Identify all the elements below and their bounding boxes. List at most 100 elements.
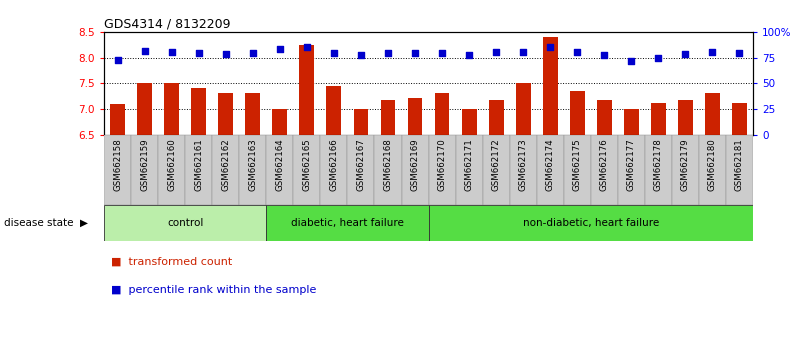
Point: [381, 51, 394, 56]
Text: GSM662160: GSM662160: [167, 138, 176, 191]
Text: GSM662172: GSM662172: [492, 138, 501, 191]
Text: GSM662174: GSM662174: [545, 138, 554, 191]
Text: GSM662168: GSM662168: [384, 138, 392, 191]
Bar: [732, 103, 747, 135]
Bar: [678, 99, 693, 135]
Bar: [429, 205, 753, 241]
Text: GSM662167: GSM662167: [356, 138, 365, 191]
Text: GSM662164: GSM662164: [276, 138, 284, 191]
Bar: [570, 91, 585, 135]
Point: [436, 51, 449, 56]
Bar: [597, 100, 612, 135]
Text: GSM662180: GSM662180: [708, 138, 717, 191]
Text: GSM662169: GSM662169: [411, 138, 420, 191]
Bar: [131, 135, 158, 205]
Bar: [164, 83, 179, 135]
Point: [598, 53, 610, 58]
Bar: [489, 99, 504, 135]
Bar: [185, 135, 212, 205]
Text: GSM662158: GSM662158: [113, 138, 122, 191]
Bar: [537, 135, 564, 205]
Bar: [408, 98, 422, 135]
Text: ■  transformed count: ■ transformed count: [111, 257, 231, 267]
Bar: [516, 83, 530, 135]
Bar: [482, 135, 509, 205]
Bar: [543, 37, 557, 135]
Point: [409, 51, 421, 56]
Point: [247, 51, 260, 56]
Text: disease state  ▶: disease state ▶: [4, 218, 88, 228]
Bar: [219, 93, 233, 135]
Bar: [401, 135, 429, 205]
Text: GSM662175: GSM662175: [573, 138, 582, 191]
Bar: [564, 135, 590, 205]
Bar: [380, 100, 396, 135]
Bar: [348, 135, 374, 205]
Point: [517, 50, 529, 55]
Bar: [461, 109, 477, 135]
Bar: [705, 93, 720, 135]
Bar: [353, 109, 368, 135]
Text: GSM662171: GSM662171: [465, 138, 473, 191]
Text: GSM662159: GSM662159: [140, 138, 149, 191]
Point: [625, 58, 638, 63]
Bar: [272, 109, 288, 135]
Bar: [320, 135, 348, 205]
Point: [139, 48, 151, 54]
Bar: [266, 205, 429, 241]
Point: [706, 50, 718, 55]
Bar: [239, 135, 266, 205]
Bar: [456, 135, 482, 205]
Point: [652, 55, 665, 61]
Point: [489, 50, 502, 55]
Point: [355, 53, 368, 58]
Bar: [158, 135, 185, 205]
Bar: [191, 88, 206, 135]
Text: GSM662165: GSM662165: [303, 138, 312, 191]
Text: GDS4314 / 8132209: GDS4314 / 8132209: [104, 18, 231, 31]
Point: [219, 52, 232, 57]
Text: GSM662181: GSM662181: [735, 138, 744, 191]
Text: GSM662162: GSM662162: [221, 138, 230, 191]
Text: ■  percentile rank within the sample: ■ percentile rank within the sample: [111, 285, 316, 295]
Bar: [111, 104, 125, 135]
Bar: [509, 135, 537, 205]
Point: [544, 45, 557, 50]
Point: [463, 53, 476, 58]
Bar: [429, 135, 456, 205]
Bar: [645, 135, 672, 205]
Bar: [266, 135, 293, 205]
Bar: [698, 135, 726, 205]
Bar: [624, 109, 638, 135]
Text: GSM662163: GSM662163: [248, 138, 257, 191]
Bar: [293, 135, 320, 205]
Text: GSM662177: GSM662177: [627, 138, 636, 191]
Text: diabetic, heart failure: diabetic, heart failure: [291, 218, 404, 228]
Bar: [327, 86, 341, 135]
Bar: [726, 135, 753, 205]
Bar: [590, 135, 618, 205]
Bar: [435, 93, 449, 135]
Bar: [618, 135, 645, 205]
Point: [571, 50, 584, 55]
Bar: [651, 103, 666, 135]
Point: [679, 52, 692, 57]
Text: GSM662161: GSM662161: [195, 138, 203, 191]
Point: [300, 45, 313, 50]
Bar: [212, 135, 239, 205]
Bar: [104, 205, 266, 241]
Text: GSM662178: GSM662178: [654, 138, 662, 191]
Point: [273, 46, 286, 52]
Text: control: control: [167, 218, 203, 228]
Point: [733, 51, 746, 56]
Bar: [104, 135, 131, 205]
Bar: [300, 45, 314, 135]
Bar: [672, 135, 698, 205]
Point: [165, 50, 178, 55]
Bar: [374, 135, 401, 205]
Text: GSM662176: GSM662176: [600, 138, 609, 191]
Text: GSM662170: GSM662170: [437, 138, 446, 191]
Bar: [245, 93, 260, 135]
Text: GSM662179: GSM662179: [681, 138, 690, 191]
Point: [328, 51, 340, 56]
